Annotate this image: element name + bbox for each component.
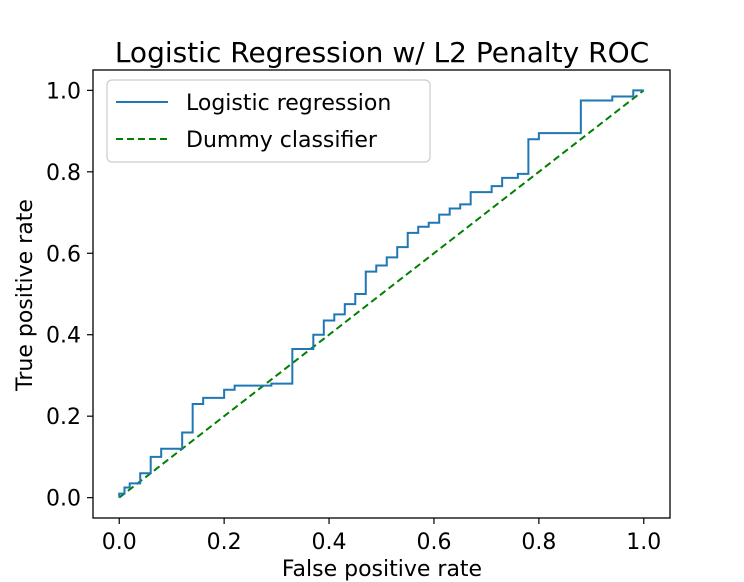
x-tick-label: 1.0 xyxy=(626,530,661,555)
legend-label-logistic: Logistic regression xyxy=(186,91,391,116)
y-tick-label: 0.2 xyxy=(46,405,81,430)
series-layer xyxy=(118,89,645,499)
logistic-regression-roc-line xyxy=(118,89,644,498)
x-tick-label: 0.8 xyxy=(521,530,556,555)
y-tick-label: 0.4 xyxy=(46,324,81,349)
y-axis-ticks: 0.0 0.2 0.4 0.6 0.8 1.0 xyxy=(46,79,93,512)
y-axis-label: True positive rate xyxy=(13,199,38,392)
chart-title: Logistic Regression w/ L2 Penalty ROC xyxy=(115,36,649,69)
x-axis-label: False positive rate xyxy=(282,557,482,582)
x-tick-label: 0.0 xyxy=(102,530,137,555)
legend-label-dummy: Dummy classifier xyxy=(186,128,378,153)
y-tick-label: 0.8 xyxy=(46,161,81,186)
x-tick-label: 0.6 xyxy=(416,530,451,555)
legend-box xyxy=(106,79,431,163)
x-axis-ticks: 0.0 0.2 0.4 0.6 0.8 1.0 xyxy=(102,518,661,555)
y-tick-label: 0.0 xyxy=(46,487,81,512)
dummy-classifier-line xyxy=(118,89,645,499)
x-tick-label: 0.2 xyxy=(207,530,242,555)
x-tick-label: 0.4 xyxy=(312,530,347,555)
y-tick-label: 0.6 xyxy=(46,242,81,267)
legend: Logistic regression Dummy classifier xyxy=(106,79,431,163)
y-tick-label: 1.0 xyxy=(46,79,81,104)
plot-frame xyxy=(92,69,671,519)
